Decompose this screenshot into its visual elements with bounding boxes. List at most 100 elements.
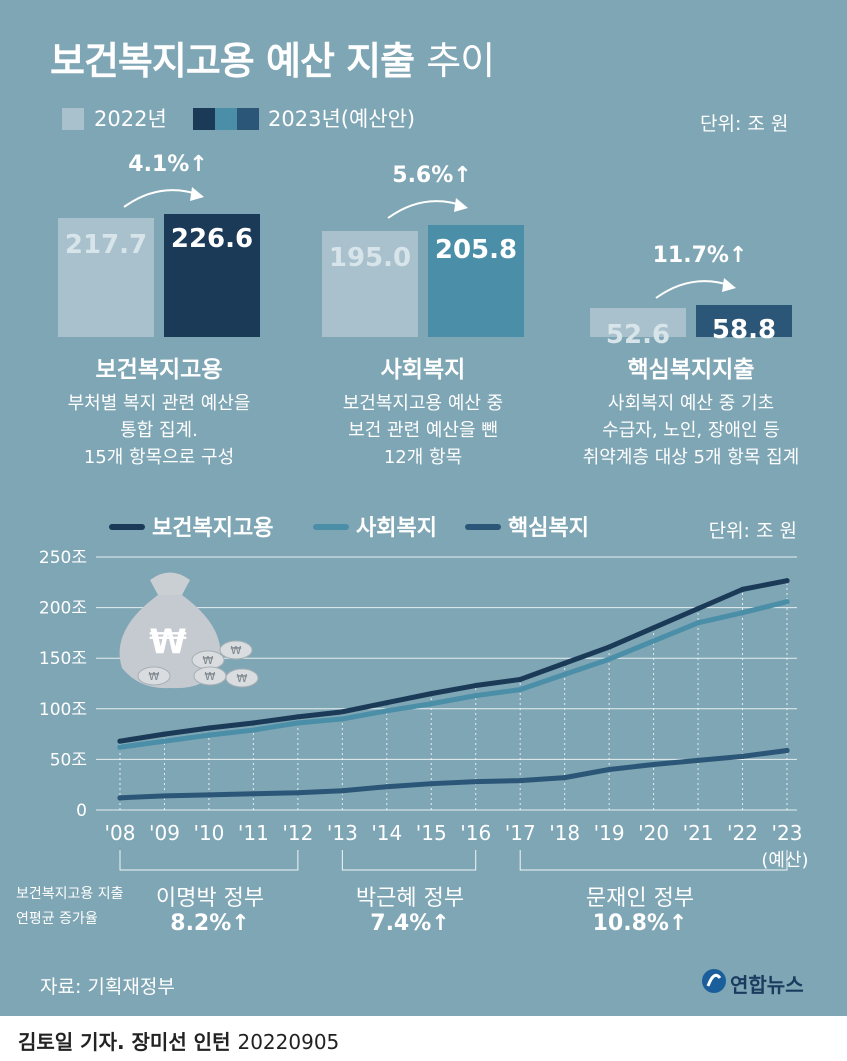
title-bold: 보건복지고용 예산 지출 — [50, 39, 415, 83]
data-point-social — [428, 701, 434, 707]
data-point-core — [651, 761, 657, 768]
series-line-core — [117, 747, 790, 801]
data-point-core — [250, 791, 256, 797]
legend-label-2023: 2023년(예산안) — [268, 107, 416, 131]
line-unit-label: 단위: 조 원 — [709, 520, 797, 542]
yonhap-logo-icon — [702, 969, 726, 993]
data-point-health — [161, 731, 168, 737]
gov-caption-line2: 연평균 증가율 — [16, 911, 98, 927]
data-point-core — [384, 784, 390, 790]
data-point-social — [117, 744, 123, 750]
x-tick-label: '22 — [727, 821, 758, 845]
bar-change-core: 11.7%↑ — [652, 242, 748, 268]
data-point-health — [784, 578, 790, 584]
legend-swatch-2022 — [62, 108, 84, 130]
bracket-lee — [119, 850, 299, 871]
data-point-social — [295, 720, 301, 726]
bar-group-desc-line: 보건복지고용 예산 중 — [342, 393, 504, 414]
x-tick-label: '19 — [594, 821, 625, 845]
data-point-core — [517, 778, 523, 784]
data-point-social — [339, 716, 345, 722]
bar-value-2023-core: 58.8 — [711, 314, 777, 345]
bar-2022-social — [322, 230, 418, 337]
y-tick-label: 250조 — [39, 548, 87, 568]
bar-group-desc-line: 12개 항목 — [383, 447, 463, 468]
data-point-core — [428, 781, 434, 787]
data-point-health — [651, 625, 657, 631]
x-tick-note: (예산) — [761, 850, 808, 871]
legend-label-health: 보건복지고용 — [152, 516, 273, 541]
bar-group-desc-line: 수급자, 노인, 장애인 등 — [602, 420, 780, 441]
gov-rate-moon: 10.8%↑ — [592, 911, 688, 936]
data-point-health — [384, 700, 390, 706]
bar-change-health: 4.1%↑ — [128, 151, 208, 177]
data-point-core — [206, 792, 212, 798]
source-label: 자료: 기획재정부 — [40, 976, 175, 998]
bar-change-social: 5.6%↑ — [392, 162, 472, 188]
legend-swatch-2023-health — [193, 108, 215, 130]
bar-group-desc-line: 보건 관련 예산을 뺀 — [348, 420, 498, 441]
data-point-social — [161, 738, 168, 744]
data-point-health — [695, 606, 701, 612]
data-point-core — [739, 753, 746, 759]
x-tick-label: '18 — [549, 821, 580, 845]
legend-label-social: 사회복지 — [356, 516, 437, 541]
data-point-core — [161, 793, 168, 799]
svg-text:₩: ₩ — [203, 654, 214, 667]
x-tick-label: '16 — [460, 821, 491, 845]
credit-line: 김토일 기자. 장미선 인턴 20220905 — [18, 1026, 339, 1055]
x-tick-label: '17 — [505, 821, 536, 845]
bar-group-desc-health: 부처별 복지 관련 예산을 통합 집계. 15개 항목으로 구성 — [0, 390, 320, 471]
data-point-health — [206, 725, 212, 731]
data-point-health — [117, 738, 123, 744]
data-point-core — [784, 747, 790, 754]
gov-name-park: 박근혜 정부 — [355, 886, 465, 911]
bar-2023-core — [696, 304, 792, 337]
data-point-social — [606, 656, 612, 662]
series-line-health — [117, 578, 790, 744]
bar-group-desc-line: 취약계층 대상 5개 항목 집계 — [582, 447, 800, 468]
y-tick-label: 200조 — [39, 599, 87, 619]
bar-value-2022-core: 52.6 — [605, 320, 671, 351]
bar-2022-core — [590, 308, 686, 337]
bar-value-2022-health: 217.7 — [64, 230, 148, 261]
data-point-health — [739, 586, 746, 592]
gov-caption-line1: 보건복지고용 지출 — [16, 886, 124, 902]
data-point-health — [517, 676, 523, 683]
legend-label-2022: 2022년 — [94, 107, 167, 131]
bar-unit-label: 단위: 조 원 — [700, 113, 789, 135]
svg-text:₩: ₩ — [231, 644, 242, 657]
data-point-health — [250, 720, 256, 726]
svg-text:₩: ₩ — [205, 670, 216, 683]
data-point-core — [117, 795, 123, 801]
x-tick-label: '09 — [149, 821, 180, 845]
x-tick-label: '20 — [638, 821, 669, 845]
x-tick-label: '21 — [683, 821, 714, 845]
data-point-core — [339, 788, 345, 794]
y-tick-label: 150조 — [39, 649, 87, 669]
change-arrow-social — [387, 197, 468, 219]
data-point-core — [473, 779, 479, 785]
data-point-social — [250, 727, 256, 733]
change-arrow-core — [655, 277, 736, 299]
data-point-core — [562, 775, 568, 781]
x-tick-label: '14 — [371, 821, 402, 845]
infographic-panel — [0, 0, 847, 1016]
data-point-social — [206, 732, 212, 738]
bar-group-name-core: 핵심복지지출 — [627, 357, 755, 383]
credit-names: 김토일 기자. 장미선 인턴 — [18, 1030, 231, 1054]
bar-value-2023-social: 205.8 — [434, 234, 518, 265]
x-tick-label: '23 — [772, 821, 803, 845]
data-point-health — [606, 644, 612, 650]
data-point-health — [562, 660, 568, 666]
change-arrow-health — [123, 186, 204, 208]
data-point-core — [295, 790, 301, 796]
y-tick-label: 0 — [76, 801, 87, 821]
data-point-health — [473, 682, 479, 689]
y-tick-label: 100조 — [39, 700, 87, 720]
bar-value-2022-social: 195.0 — [328, 242, 412, 273]
bar-group-name-health: 보건복지고용 — [95, 357, 223, 383]
gov-name-moon: 문재인 정부 — [585, 886, 695, 911]
svg-text:₩: ₩ — [149, 670, 160, 683]
